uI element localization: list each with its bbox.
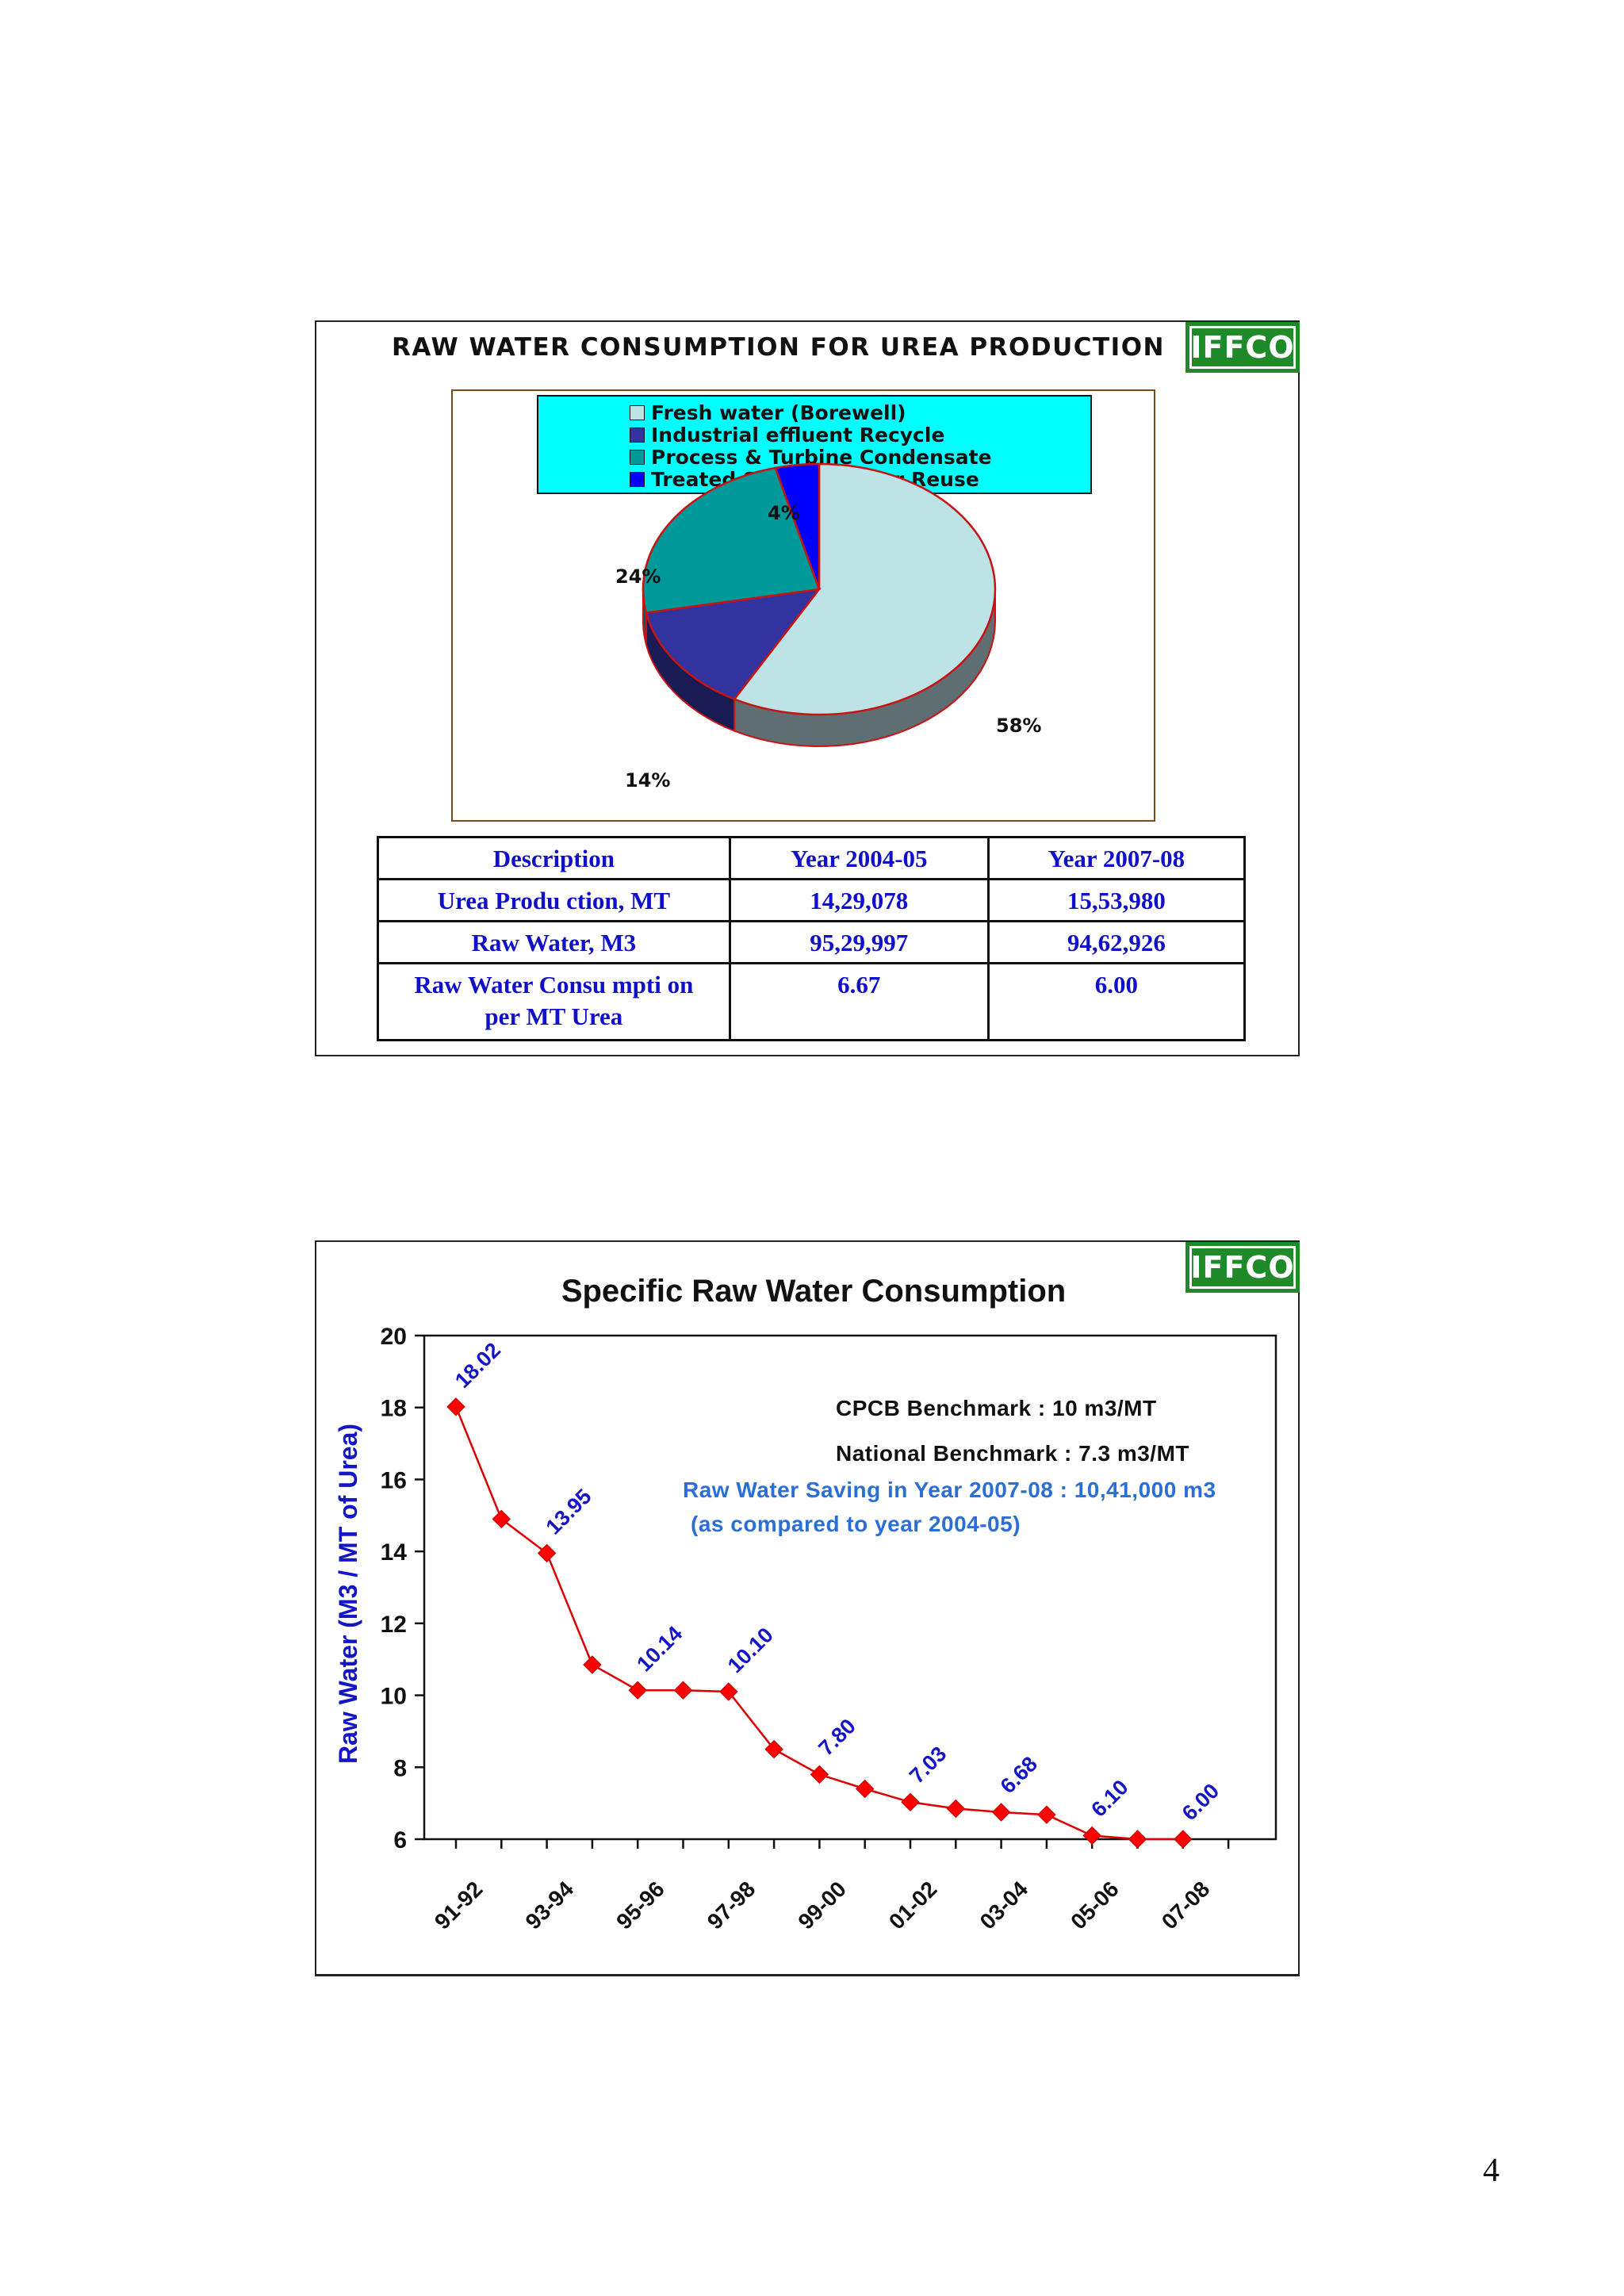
data-point-marker xyxy=(764,1739,783,1759)
data-point-marker xyxy=(991,1803,1011,1822)
table-cell-line: Raw Water Consu mpti on xyxy=(414,971,694,999)
table-cell-line: per MT Urea xyxy=(485,1002,623,1030)
x-tick-label: 01-02 xyxy=(884,1876,942,1934)
data-point-marker xyxy=(583,1655,602,1674)
data-point-marker xyxy=(946,1799,966,1819)
data-point-marker xyxy=(1174,1830,1193,1849)
y-axis-label: Raw Water (M3 / MT of Urea) xyxy=(334,1424,362,1764)
data-point-marker xyxy=(901,1792,920,1811)
pie-slice xyxy=(642,466,821,614)
y-tick-label: 10 xyxy=(381,1684,407,1710)
x-tick-label: 99-00 xyxy=(793,1876,851,1934)
table-cell: 94,62,926 xyxy=(986,920,1247,964)
data-point-marker xyxy=(855,1779,875,1799)
page-number: 4 xyxy=(1483,2152,1500,2189)
legend-swatch xyxy=(630,449,645,465)
annotation-national-benchmark: National Benchmark : 7.3 m3/MT xyxy=(836,1441,1189,1466)
data-label: 10.14 xyxy=(632,1621,687,1676)
table-header-cell: Year 2004-05 xyxy=(728,836,990,880)
pie-slice xyxy=(733,462,997,716)
data-point-marker xyxy=(719,1682,738,1701)
iffco-logo: IFFCO xyxy=(1185,322,1300,373)
iffco-logo-text: IFFCO xyxy=(1190,1250,1295,1285)
table-header-cell: Year 2007-08 xyxy=(986,836,1247,880)
legend-swatch xyxy=(630,471,645,487)
legend-swatch xyxy=(630,404,645,420)
legend-entry-fresh-water: Fresh water (Borewell) xyxy=(630,401,1090,424)
data-point-marker xyxy=(1037,1805,1056,1824)
table-cell: 14,29,078 xyxy=(728,878,990,922)
table-header-row: Description Year 2004-05 Year 2007-08 xyxy=(377,836,1247,880)
line-chart: Specific Raw Water Consumption 6 8 10 12 14 16… xyxy=(334,1274,1277,1934)
y-tick-label: 8 xyxy=(393,1755,407,1781)
pie-slice xyxy=(645,588,822,701)
urea-water-table: Description Year 2004-05 Year 2007-08 Ur… xyxy=(377,836,1247,1041)
data-point-marker xyxy=(810,1765,829,1784)
x-tick-label: 03-04 xyxy=(975,1876,1033,1934)
y-tick-label: 16 xyxy=(381,1467,407,1493)
data-label: 18.02 xyxy=(450,1338,505,1393)
x-tick-label: 95-96 xyxy=(611,1876,669,1934)
table-cell: Raw Water, M3 xyxy=(377,920,731,964)
y-tick-label: 6 xyxy=(393,1827,407,1853)
y-tick-label: 20 xyxy=(381,1324,407,1350)
legend-label: Industrial effluent Recycle xyxy=(651,423,945,447)
data-point-marker xyxy=(628,1681,647,1700)
data-label: 6.00 xyxy=(1178,1779,1224,1825)
data-point-marker xyxy=(1128,1830,1147,1849)
table-cell: 15,53,980 xyxy=(986,878,1247,922)
table-row: Urea Produ ction, MT 14,29,078 15,53,980 xyxy=(377,878,1247,922)
iffco-logo-text: IFFCO xyxy=(1190,330,1295,365)
legend-swatch xyxy=(630,427,645,443)
table-row: Raw Water Consu mpti on per MT Urea 6.67… xyxy=(377,962,1247,1041)
x-tick-label: 97-98 xyxy=(703,1876,760,1934)
plot-area-frame xyxy=(423,1334,1277,1841)
pie-label-industrial: 14% xyxy=(625,769,671,792)
pie-chart-frame: Fresh water (Borewell) Industrial efflue… xyxy=(451,389,1155,822)
y-tick-label: 12 xyxy=(381,1612,407,1638)
data-point-marker xyxy=(446,1397,465,1416)
pie-label-sewage: 4% xyxy=(768,502,800,524)
x-tick-label: 07-08 xyxy=(1157,1876,1215,1934)
pie-label-process: 24% xyxy=(615,565,661,588)
legend-label: Fresh water (Borewell) xyxy=(651,401,906,424)
slide-specific-water-chart: IFFCO Specific Raw Water Consumption 6 8 10… xyxy=(315,1240,1300,1976)
data-label: 6.10 xyxy=(1086,1775,1132,1821)
slide1-title: RAW WATER CONSUMPTION FOR UREA PRODUCTIO… xyxy=(392,333,1165,362)
chart-title: Specific Raw Water Consumption xyxy=(561,1274,1066,1309)
table-header-cell: Description xyxy=(377,836,731,880)
data-label: 7.03 xyxy=(905,1742,951,1788)
data-point-marker xyxy=(537,1543,557,1563)
pie-chart xyxy=(642,462,997,748)
y-tick-label: 18 xyxy=(381,1396,407,1422)
iffco-logo: IFFCO xyxy=(1185,1242,1300,1293)
annotation-compared-year: (as compared to year 2004-05) xyxy=(691,1512,1021,1536)
data-label: 6.68 xyxy=(996,1752,1042,1798)
y-tick-label: 14 xyxy=(381,1539,408,1566)
pie-slice xyxy=(774,462,821,590)
table-cell: Urea Produ ction, MT xyxy=(377,878,731,922)
table-cell: 95,29,997 xyxy=(728,920,990,964)
pie-legend: Fresh water (Borewell) Industrial efflue… xyxy=(537,395,1092,494)
x-tick-label: 93-94 xyxy=(521,1876,579,1934)
annotation-water-saving: Raw Water Saving in Year 2007-08 : 10,41… xyxy=(683,1478,1216,1502)
table-row: Raw Water, M3 95,29,997 94,62,926 xyxy=(377,920,1247,964)
annotation-cpcb-benchmark: CPCB Benchmark : 10 m3/MT xyxy=(836,1396,1157,1420)
table-cell: 6.67 xyxy=(728,962,990,1041)
data-point-marker xyxy=(1082,1826,1101,1846)
table-cell: Raw Water Consu mpti on per MT Urea xyxy=(377,962,731,1041)
slide-raw-water-share: RAW WATER CONSUMPTION FOR UREA PRODUCTIO… xyxy=(315,320,1300,1056)
data-label: 10.10 xyxy=(723,1623,778,1677)
legend-entry-industrial-effluent: Industrial effluent Recycle xyxy=(630,423,1090,447)
data-label: 13.95 xyxy=(542,1485,596,1539)
table-cell: 6.00 xyxy=(986,962,1247,1041)
data-point-marker xyxy=(673,1681,693,1700)
pie-label-fresh-water: 58% xyxy=(996,715,1042,737)
data-label: 7.80 xyxy=(814,1714,860,1760)
data-point-marker xyxy=(492,1509,511,1529)
x-tick-label: 05-06 xyxy=(1066,1876,1124,1934)
x-tick-label: 91-92 xyxy=(430,1876,488,1934)
